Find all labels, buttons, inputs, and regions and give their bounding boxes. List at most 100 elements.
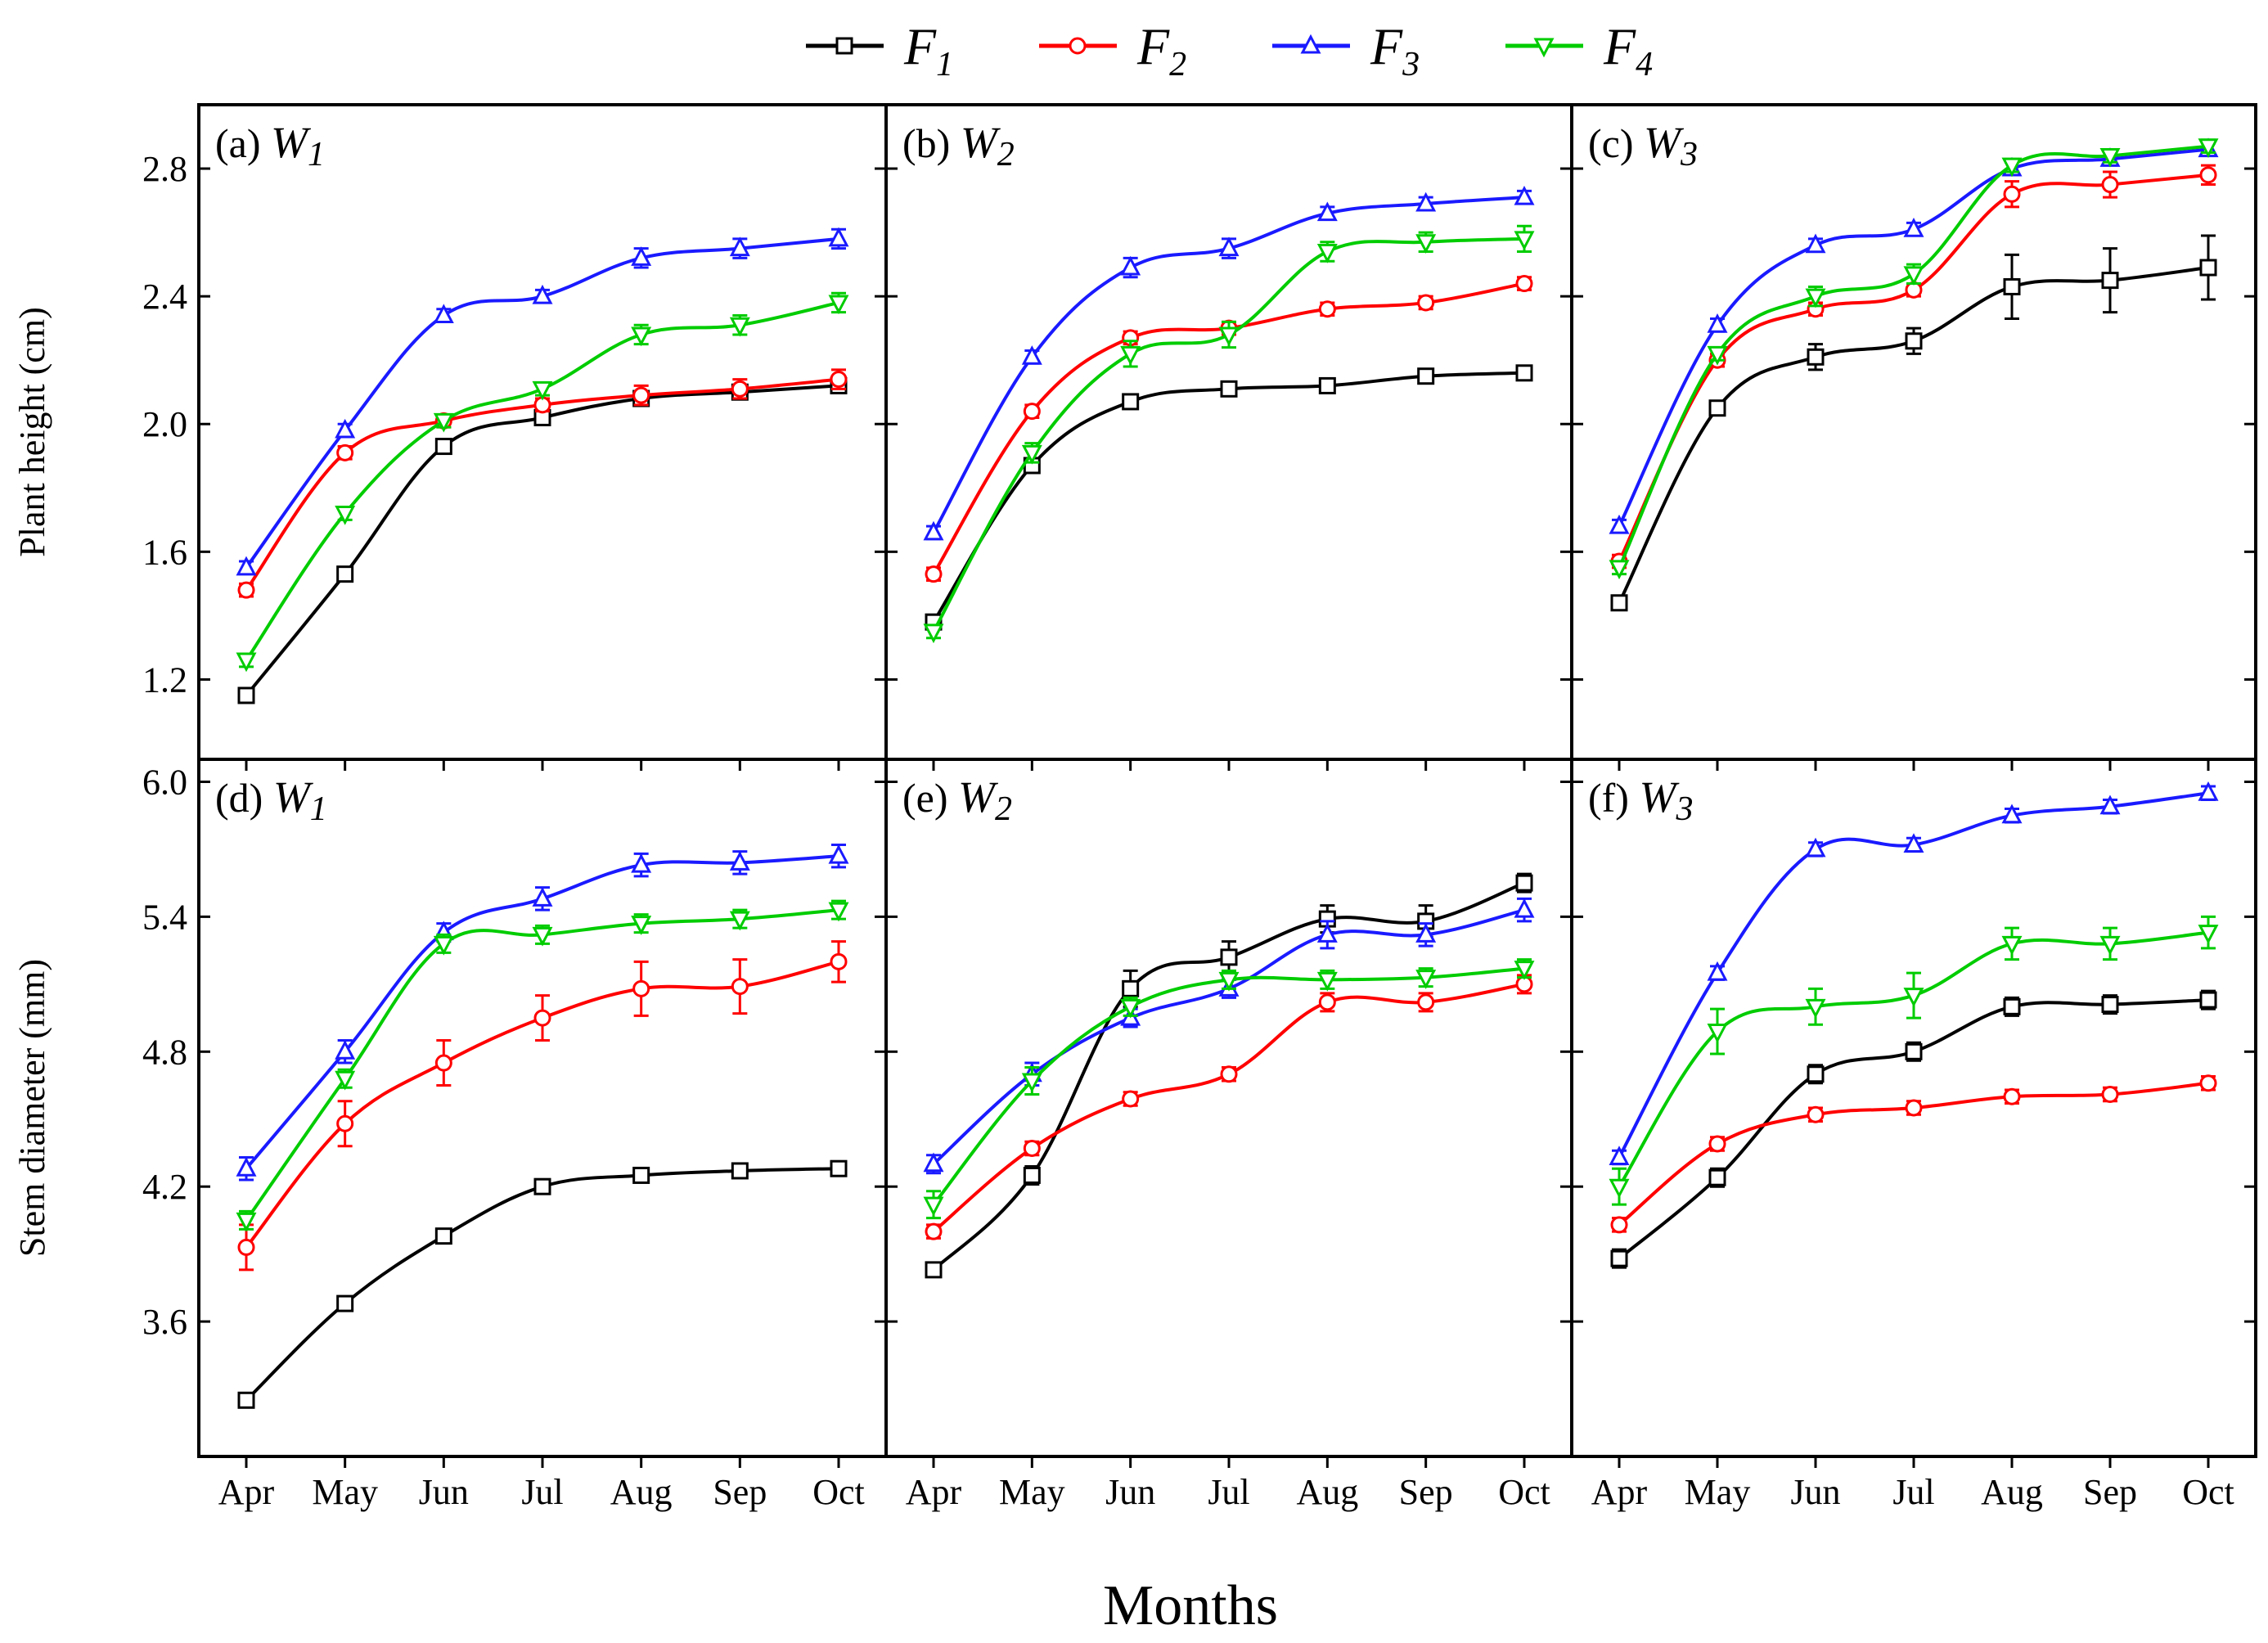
data-point — [2198, 925, 2219, 944]
data-point — [2099, 794, 2121, 815]
data-point — [2003, 185, 2021, 203]
data-point — [1708, 1135, 1726, 1153]
data-point — [336, 565, 354, 583]
data-point — [1609, 514, 1630, 534]
data-point — [1023, 1166, 1041, 1184]
y-tick-label: 4.2 — [142, 1167, 187, 1207]
data-point — [1415, 191, 1437, 212]
data-point — [1415, 234, 1437, 254]
panel-w-sub: 1 — [310, 790, 327, 828]
series-F3 — [923, 897, 1535, 1175]
panel-frame — [884, 758, 1573, 1458]
legend-label: F2 — [1136, 17, 1186, 83]
series-F1 — [1610, 989, 2217, 1269]
panel-e: Apr May Jun Jul Aug Sep Oct (e) W2 — [884, 758, 1573, 1512]
legend-label: F4 — [1603, 17, 1653, 83]
panel-w-sub: 2 — [995, 790, 1012, 828]
panel-w: W — [1644, 118, 1685, 167]
data-point — [1807, 1105, 1825, 1123]
panel-w: W — [1639, 772, 1680, 822]
x-tick-label: Jun — [419, 1472, 469, 1512]
data-point — [1122, 393, 1140, 411]
series-F1 — [237, 1159, 848, 1409]
data-point — [1120, 998, 1141, 1019]
series-F3 — [236, 227, 849, 576]
data-point — [1316, 244, 1338, 263]
x-tick-label: Aug — [1296, 1472, 1358, 1512]
data-point — [923, 1152, 944, 1173]
data-point — [1805, 998, 1826, 1019]
data-point — [532, 926, 553, 947]
data-point — [1708, 399, 1726, 417]
x-tick-label: May — [1685, 1472, 1751, 1512]
data-point — [236, 652, 257, 673]
series-F1 — [237, 376, 848, 704]
legend-label-sub: 2 — [1169, 46, 1186, 83]
data-point — [433, 304, 454, 324]
data-point — [632, 386, 650, 404]
data-point — [237, 686, 255, 704]
x-axis-title: Months — [1103, 1574, 1278, 1637]
data-point — [236, 556, 257, 576]
data-point — [1021, 1073, 1042, 1093]
data-point — [1218, 326, 1240, 347]
panel-c: (c) W3 — [1570, 103, 2257, 771]
data-point — [923, 1196, 944, 1217]
data-point — [1903, 266, 1924, 286]
data-point — [1515, 874, 1533, 892]
data-point — [925, 565, 943, 583]
series-line — [1618, 173, 2209, 562]
legend-label-main: F — [1603, 17, 1636, 75]
x-tick-label: May — [999, 1472, 1065, 1512]
data-point — [1707, 1024, 1728, 1043]
panel-title: (d) W1 — [215, 772, 327, 828]
data-point — [1316, 923, 1338, 943]
data-point — [434, 1054, 452, 1072]
data-point — [336, 1294, 354, 1312]
data-point — [1905, 1099, 1923, 1117]
x-tick-label: Aug — [610, 1472, 673, 1512]
data-point — [828, 295, 849, 315]
data-point — [1514, 185, 1535, 205]
data-point — [1807, 1065, 1825, 1083]
data-point — [1122, 1090, 1140, 1108]
data-point — [1514, 961, 1535, 980]
x-tick-label: Oct — [812, 1472, 865, 1512]
data-point — [631, 246, 652, 266]
x-tick-label: Oct — [2182, 1472, 2234, 1512]
data-point — [828, 227, 849, 247]
data-point — [923, 520, 944, 541]
data-point — [2101, 996, 2119, 1014]
data-point — [2001, 803, 2023, 824]
panel-w-sub: 3 — [1680, 136, 1698, 173]
series-line — [932, 982, 1525, 1233]
data-point — [237, 1391, 255, 1409]
x-tick-label: Jun — [1790, 1472, 1840, 1512]
data-point — [533, 1009, 551, 1027]
data-point — [2198, 781, 2219, 801]
y-tick-label: 4.8 — [142, 1032, 187, 1072]
y-tick-label: 2.4 — [142, 277, 187, 317]
data-point — [1023, 1139, 1041, 1157]
data-point — [1610, 1249, 1628, 1267]
series-F2 — [237, 368, 848, 599]
legend-marker — [1300, 34, 1321, 54]
data-point — [729, 236, 750, 257]
x-tick-label: Sep — [1399, 1472, 1453, 1512]
series-F4 — [923, 224, 1535, 644]
y-axis-label: Plant height (cm) — [12, 307, 52, 557]
y-tick-label: 3.6 — [142, 1302, 187, 1342]
data-point — [729, 911, 750, 931]
data-point — [1316, 971, 1338, 992]
data-point — [2003, 997, 2021, 1015]
panel-title: (c) W3 — [1588, 118, 1698, 173]
data-point — [1807, 348, 1825, 366]
series-F3 — [923, 185, 1535, 541]
data-point — [1021, 345, 1042, 365]
data-point — [1708, 1168, 1726, 1186]
panel-frame — [197, 103, 888, 761]
data-point — [434, 1227, 452, 1245]
data-point — [335, 506, 356, 525]
data-point — [532, 284, 553, 304]
